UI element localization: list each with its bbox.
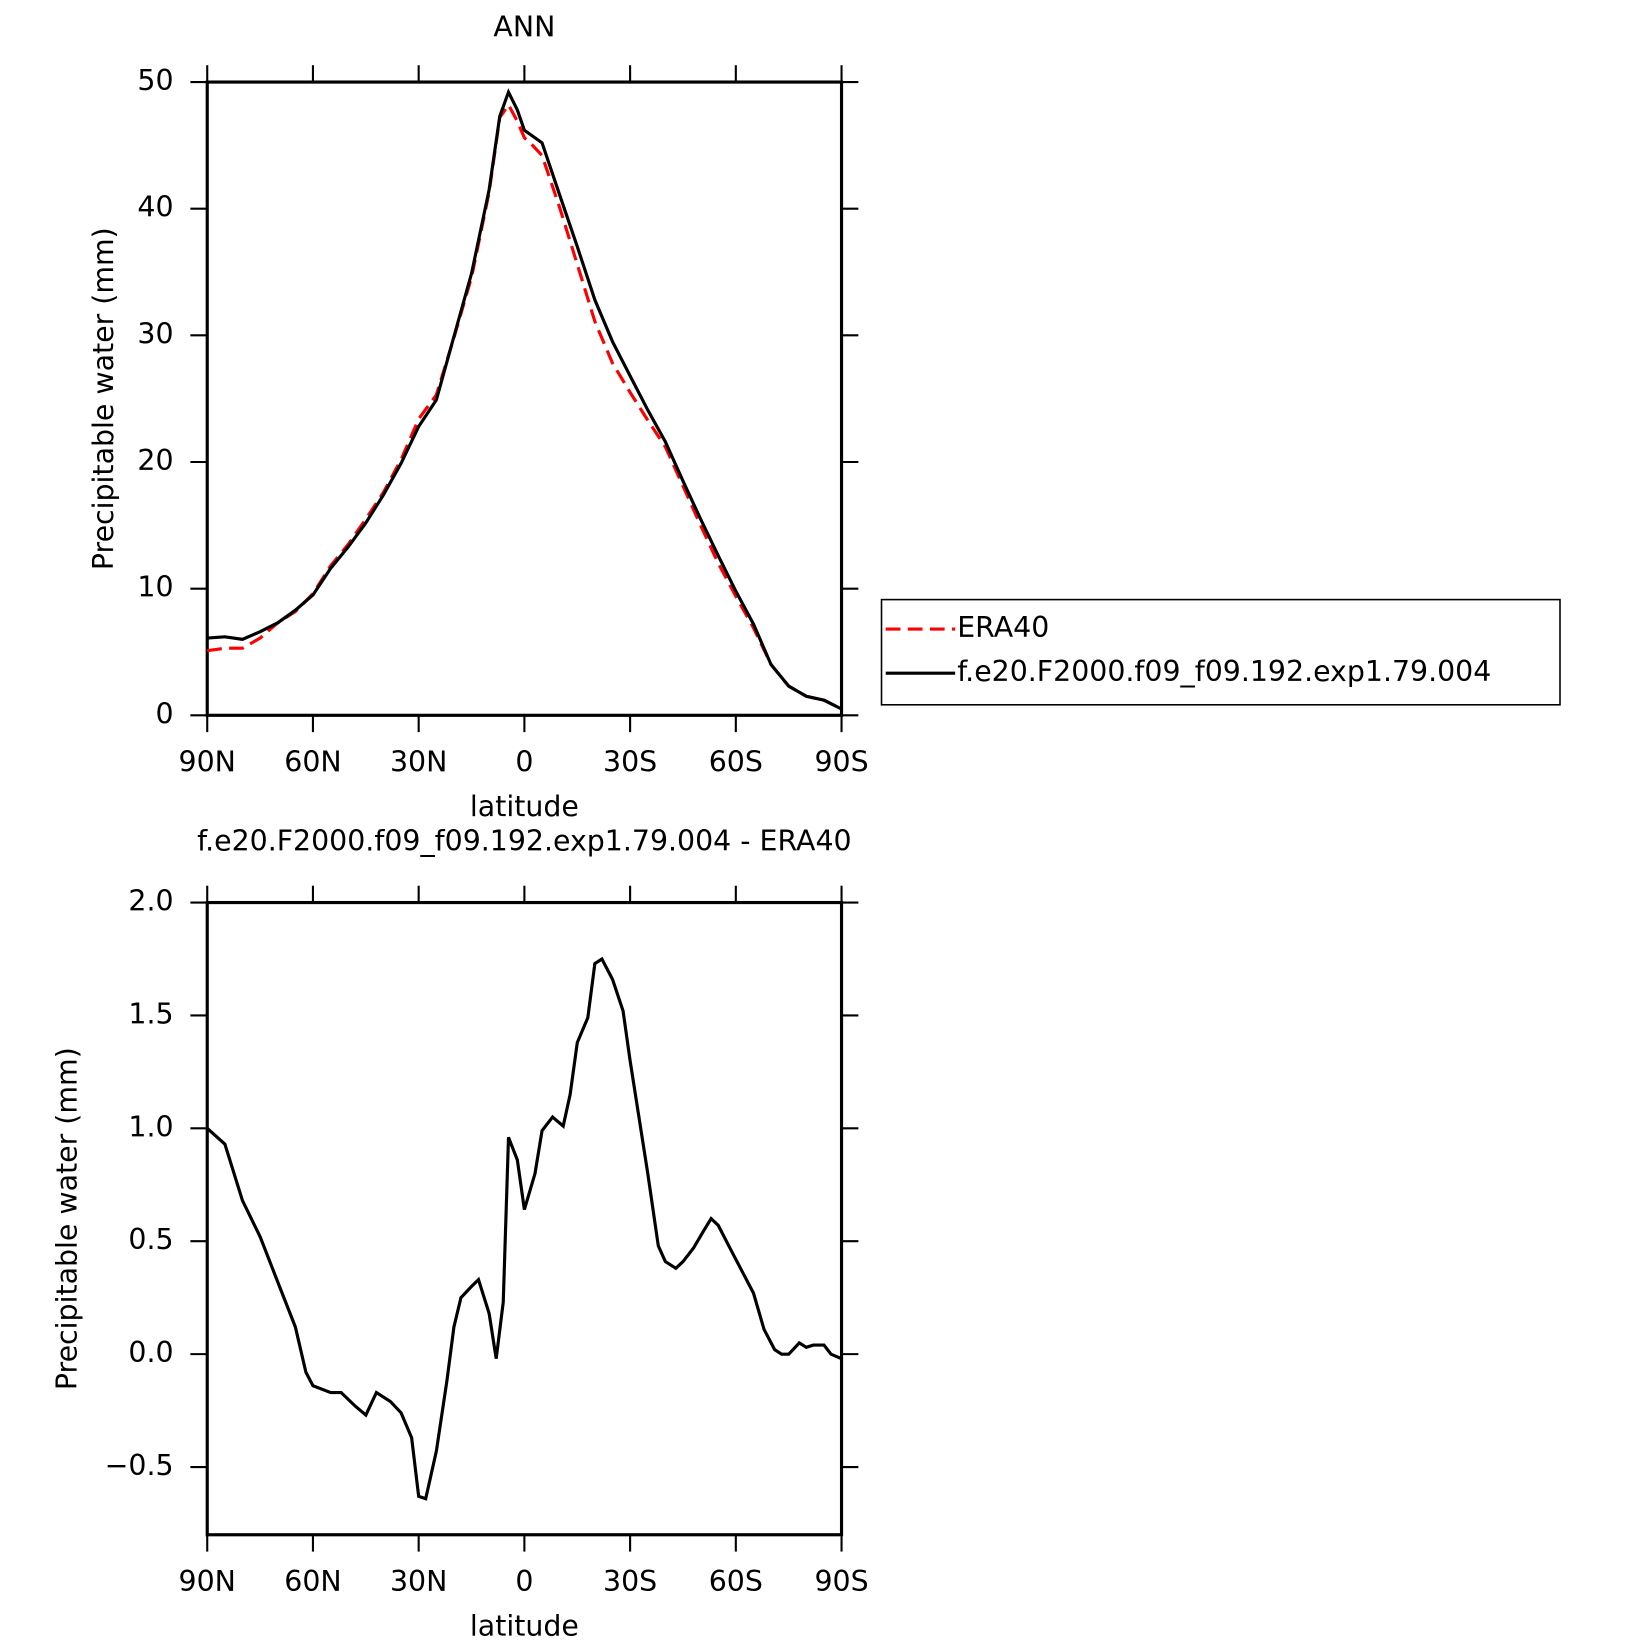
x-tick-label: 30S [603, 746, 657, 779]
x-tick-label: 90N [179, 1565, 236, 1598]
x-tick-label: 30N [390, 1565, 447, 1598]
y-tick-label: 40 [137, 191, 173, 224]
data-line [207, 101, 843, 711]
legend-label: ERA40 [957, 611, 1049, 644]
y-tick-label: 0 [155, 697, 173, 730]
y-tick-label: 10 [137, 571, 173, 604]
legend-label: f.e20.F2000.f09_f09.192.exp1.79.004 [957, 655, 1491, 688]
y-tick-label: 50 [137, 64, 173, 97]
x-tick-label: 60N [284, 1565, 341, 1598]
plot-frame [205, 80, 844, 717]
x-tick-label: 60S [709, 1565, 763, 1598]
chart-title: f.e20.F2000.f09_f09.192.exp1.79.004 - ER… [197, 825, 851, 858]
y-tick-label: 30 [137, 317, 173, 350]
x-tick-label: 90S [814, 1565, 868, 1598]
y-axis-label: Precipitable water (mm) [87, 227, 120, 570]
y-tick-label: 20 [137, 444, 173, 477]
x-axis-label: latitude [470, 1609, 579, 1641]
x-tick-label: 60S [709, 746, 763, 779]
y-tick-label: −0.5 [105, 1449, 174, 1482]
chart-title: ANN [493, 10, 555, 43]
plot-frame [205, 900, 844, 1537]
x-tick-label: 90S [814, 746, 868, 779]
x-tick-label: 0 [515, 746, 533, 779]
data-line [207, 88, 843, 711]
legend-box [880, 598, 1561, 706]
data-line [206, 956, 843, 1501]
y-tick-label: 2.0 [128, 885, 173, 918]
x-tick-label: 0 [515, 1565, 533, 1598]
y-tick-label: 0.0 [128, 1336, 173, 1369]
y-tick-label: 0.5 [128, 1223, 173, 1256]
y-tick-label: 1.0 [128, 1110, 173, 1143]
x-tick-label: 30N [390, 746, 447, 779]
x-tick-label: 60N [284, 746, 341, 779]
x-axis-label: latitude [470, 790, 579, 823]
y-tick-label: 1.5 [128, 997, 173, 1030]
x-tick-label: 30S [603, 1565, 657, 1598]
y-axis-label: Precipitable water (mm) [50, 1047, 83, 1390]
x-tick-label: 90N [179, 746, 236, 779]
